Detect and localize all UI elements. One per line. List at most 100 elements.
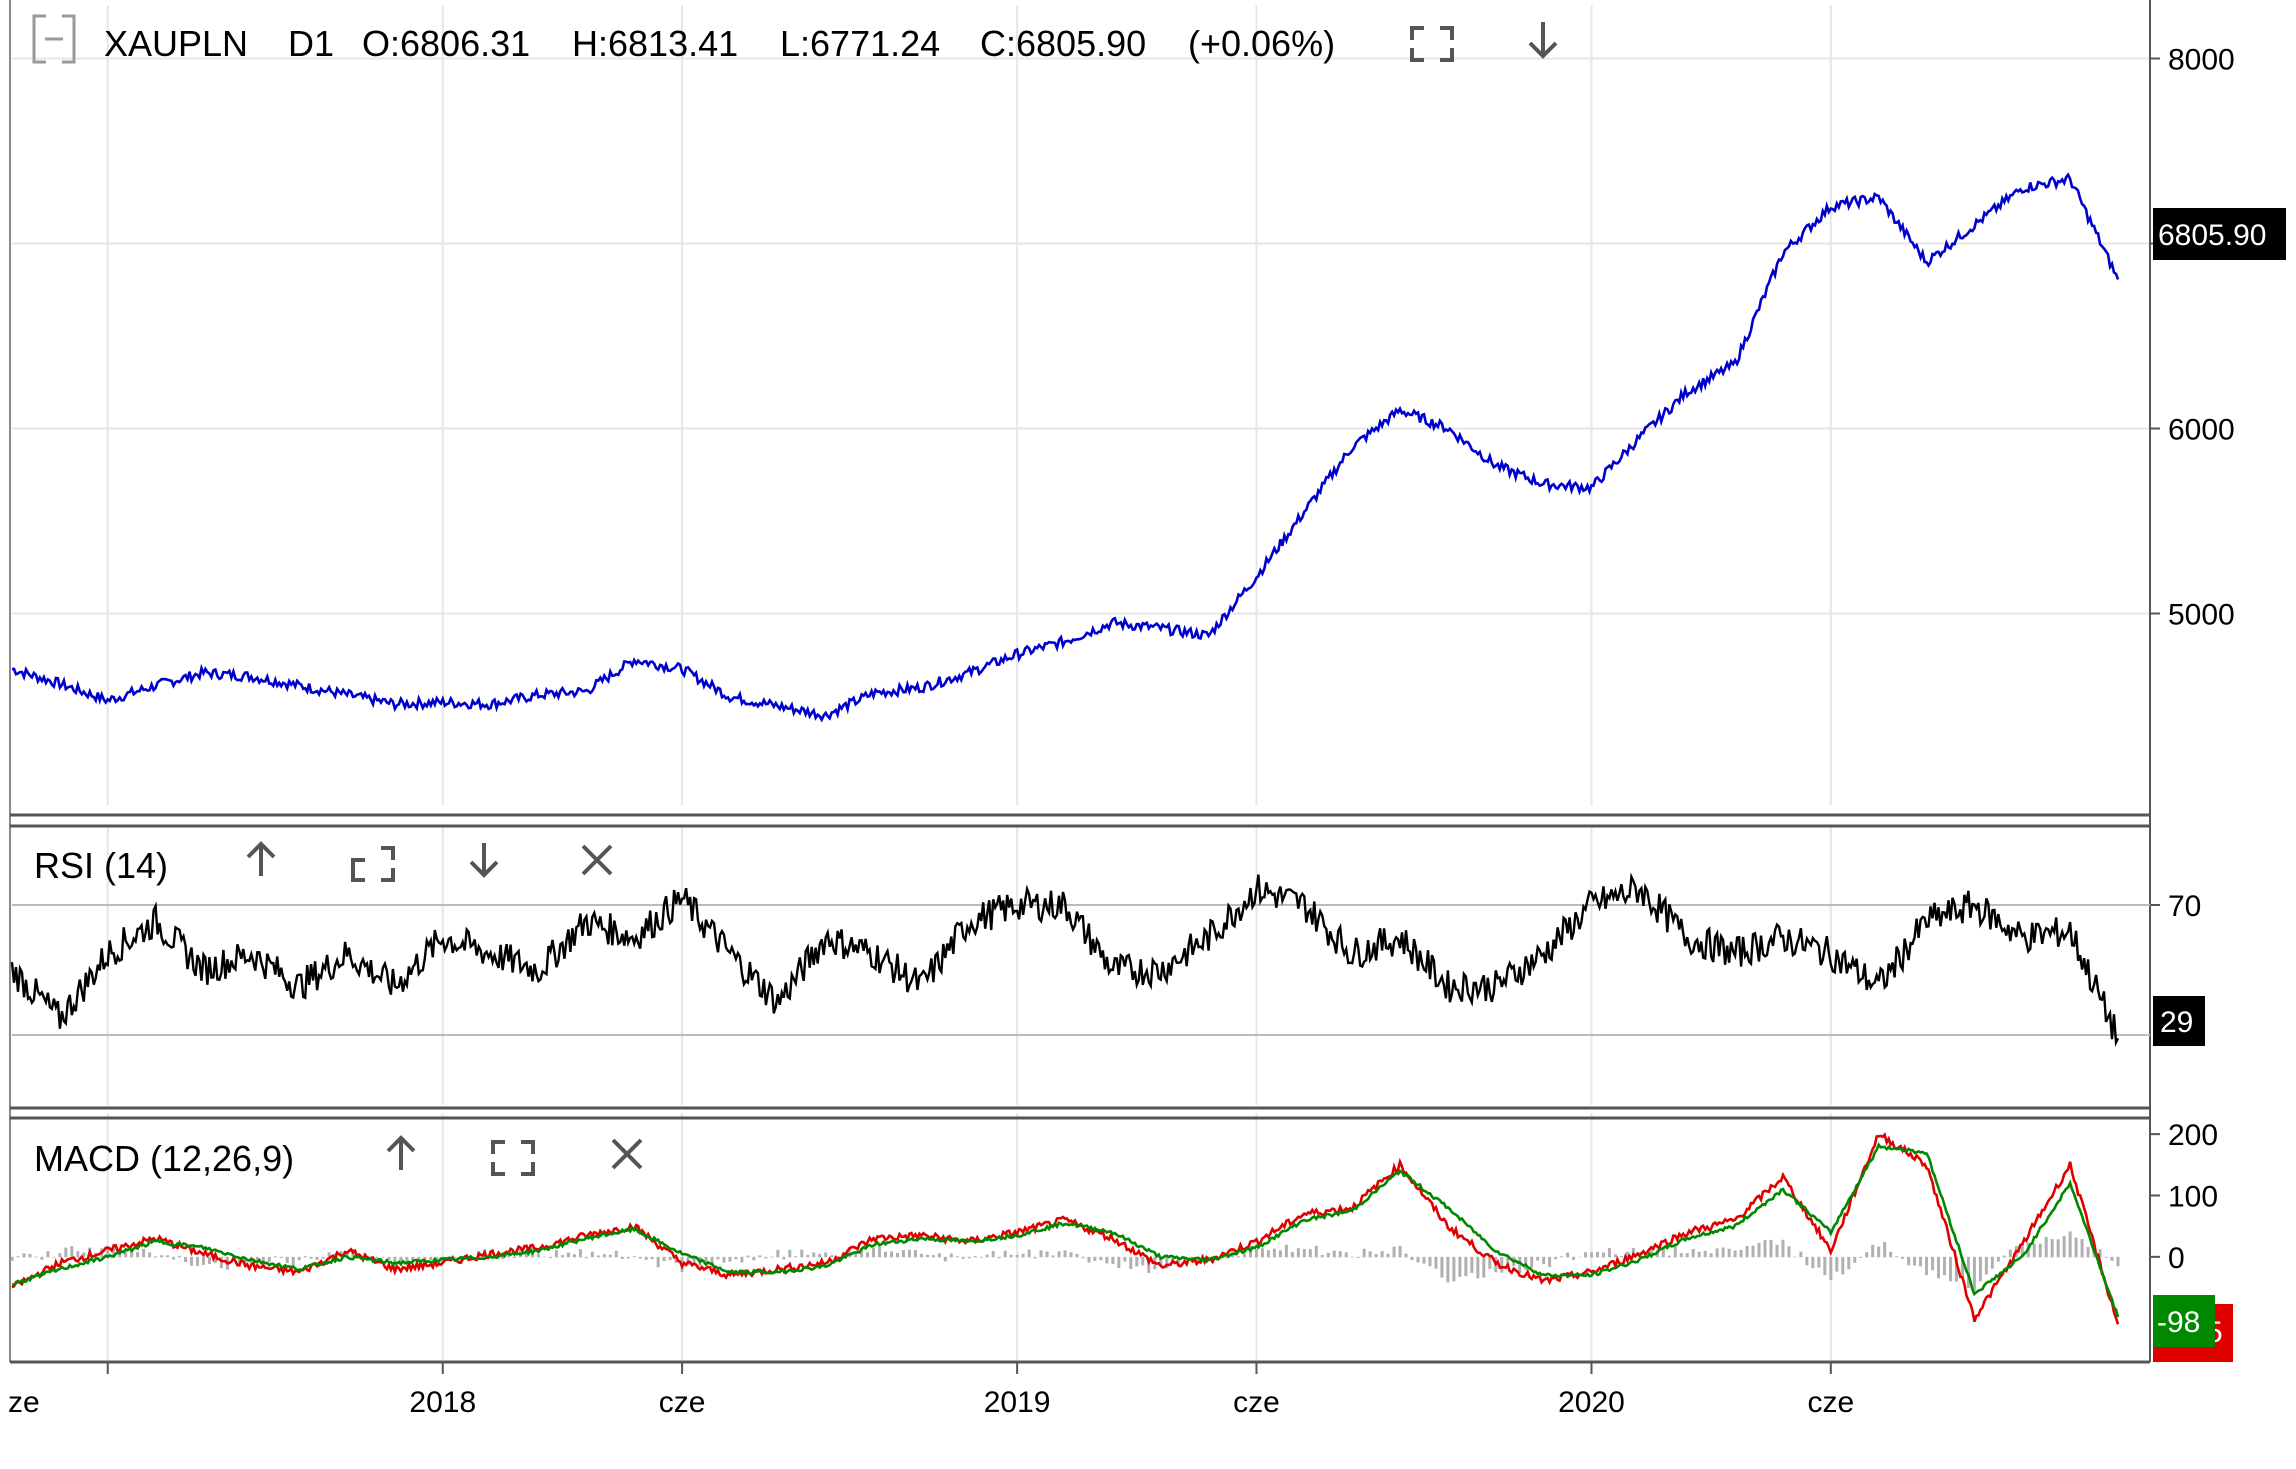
macd-histogram-bar	[1374, 1254, 1378, 1258]
macd-histogram-bar	[1697, 1251, 1701, 1258]
macd-histogram-bar	[1338, 1251, 1342, 1258]
macd-histogram-bar	[1703, 1250, 1707, 1258]
macd-histogram-bar	[1931, 1256, 1935, 1271]
macd-histogram-bar	[614, 1250, 618, 1258]
macd-histogram-bar	[1691, 1248, 1695, 1258]
arrow-up-icon[interactable]	[246, 841, 276, 876]
macd-histogram-bar	[1972, 1256, 1976, 1291]
macd-histogram-bar	[1811, 1256, 1815, 1269]
macd-histogram-bar	[806, 1254, 810, 1258]
macd-histogram-bar	[1009, 1254, 1013, 1258]
macd-histogram-bar	[267, 1256, 271, 1262]
macd-histogram-bar	[369, 1256, 373, 1258]
maximize-icon[interactable]	[351, 846, 395, 882]
macd-histogram-bar	[1996, 1256, 2000, 1262]
macd-histogram-bar	[1434, 1256, 1438, 1269]
macd-histogram-bar	[560, 1255, 564, 1258]
macd-histogram-bar	[566, 1252, 570, 1258]
macd-histogram-bar	[2038, 1243, 2042, 1258]
macd-tick-label: 0	[2168, 1242, 2185, 1275]
arrow-up-icon[interactable]	[386, 1135, 416, 1170]
macd-histogram-bar	[1344, 1252, 1348, 1258]
macd-histogram-bar	[626, 1256, 630, 1259]
macd-histogram-bar	[1925, 1256, 1929, 1276]
arrow-down-icon[interactable]	[1528, 22, 1558, 59]
maximize-icon[interactable]	[1410, 26, 1454, 62]
macd-histogram-bar	[10, 1256, 14, 1261]
macd-histogram-bar	[1440, 1256, 1444, 1278]
macd-histogram-bar	[710, 1256, 714, 1268]
macd-histogram-bar	[1841, 1256, 1845, 1275]
macd-histogram-bar	[907, 1249, 911, 1258]
macd-histogram-bar	[644, 1256, 648, 1260]
macd-histogram-bar	[1242, 1253, 1246, 1258]
x-tick-label: cze	[1233, 1386, 1280, 1419]
macd-histogram-bar	[1799, 1251, 1803, 1258]
macd-histogram-bar	[1021, 1253, 1025, 1258]
maximize-icon[interactable]	[491, 1140, 535, 1176]
macd-histogram-bar	[1135, 1256, 1139, 1267]
close-icon[interactable]	[581, 844, 613, 876]
macd-histogram-bar	[273, 1256, 277, 1258]
macd-histogram-bar	[752, 1256, 756, 1261]
macd-histogram-bar	[1308, 1249, 1312, 1258]
macd-histogram-bar	[1195, 1256, 1199, 1265]
signal-badge-text: -98	[2157, 1306, 2200, 1339]
panel-frames	[9, 0, 2151, 1364]
macd-histogram-bar	[1679, 1253, 1683, 1258]
macd-histogram-bar	[297, 1256, 301, 1261]
macd-histogram-bar	[1266, 1250, 1270, 1258]
macd-histogram-bar	[1033, 1256, 1037, 1259]
macd-histogram-bar	[1099, 1256, 1103, 1261]
macd-histogram-bar	[213, 1256, 217, 1263]
macd-histogram-bar	[1751, 1245, 1755, 1258]
macd-histogram-bar	[1721, 1247, 1725, 1258]
macd-histogram-bar	[973, 1256, 977, 1258]
macd-histogram-bar	[1015, 1254, 1019, 1258]
macd-histogram-bar	[507, 1255, 511, 1258]
macd-histogram-bar	[638, 1256, 642, 1259]
macd-histogram-bar	[776, 1249, 780, 1258]
macd-histogram-bar	[2116, 1256, 2120, 1267]
macd-histogram-bar	[1907, 1256, 1911, 1266]
macd-histogram-bar	[1464, 1256, 1468, 1277]
macd-histogram-bar	[1225, 1256, 1229, 1259]
macd-histogram-bar	[728, 1256, 732, 1262]
rsi-badge-text: 29	[2160, 1006, 2193, 1039]
macd-badges: 5 -98	[2153, 1295, 2233, 1362]
macd-histogram-bar	[387, 1256, 391, 1260]
arrow-down-icon[interactable]	[469, 843, 499, 878]
macd-histogram-bar	[656, 1256, 660, 1268]
macd-histogram-bar	[1500, 1256, 1504, 1273]
macd-histogram-bar	[1548, 1256, 1552, 1267]
macd-title: MACD (12,26,9)	[34, 1138, 294, 1179]
collapse-box-icon[interactable]	[32, 14, 76, 64]
macd-histogram-bar	[1356, 1256, 1360, 1258]
macd-histogram-bar	[734, 1256, 738, 1260]
macd-histogram-bar	[148, 1252, 152, 1258]
macd-histogram-bar	[124, 1250, 128, 1258]
macd-histogram-bar	[1027, 1249, 1031, 1258]
macd-histogram-bar	[1314, 1245, 1318, 1258]
close-icon[interactable]	[611, 1138, 643, 1170]
macd-histogram-bar	[309, 1256, 313, 1259]
macd-histogram-bar	[255, 1256, 259, 1262]
close-value: C:6805.90	[980, 23, 1146, 64]
macd-histogram-bar	[1063, 1250, 1067, 1258]
macd-histogram-bar	[261, 1256, 265, 1262]
macd-histogram-bar	[572, 1254, 576, 1258]
x-tick-label: cze	[1807, 1386, 1854, 1419]
macd-histogram-bar	[130, 1250, 134, 1258]
macd-histogram-bar	[1332, 1250, 1336, 1258]
macd-histogram-bar	[1584, 1252, 1588, 1258]
open-value: O:6806.31	[362, 23, 530, 64]
macd-histogram-bar	[836, 1256, 840, 1258]
price-tick-label: 6000	[2168, 414, 2235, 447]
macd-histogram-bar	[740, 1256, 744, 1263]
rsi-series-line	[10, 872, 2120, 1047]
macd-histogram-bar	[716, 1256, 720, 1260]
macd-histogram-bar	[554, 1250, 558, 1258]
macd-histogram-bar	[1937, 1256, 1941, 1279]
macd-histogram-bar	[1590, 1252, 1593, 1258]
